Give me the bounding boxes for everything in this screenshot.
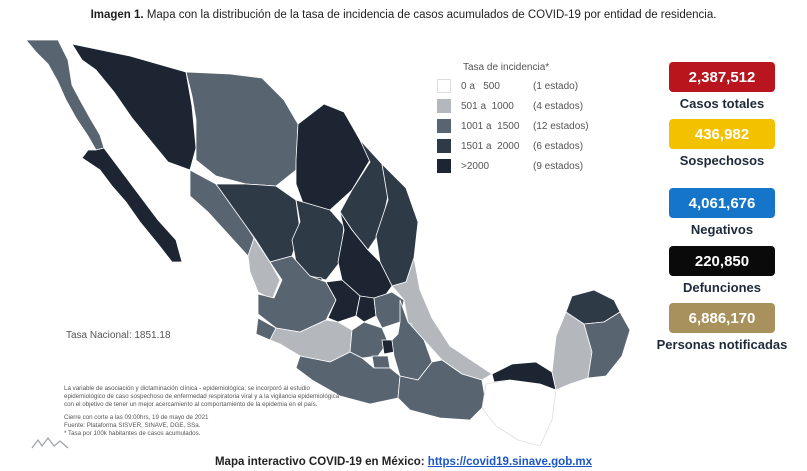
legend-title: Tasa de incidencia*: [463, 62, 550, 73]
mexico-map: [25, 39, 631, 447]
state-baja-california-sur[interactable]: [81, 147, 183, 263]
ssa-logo-icon: [31, 437, 69, 449]
state-oaxaca[interactable]: [397, 359, 487, 421]
caption-label: Imagen 1.: [90, 9, 144, 21]
legend-count: (6 estados): [533, 140, 584, 152]
stat-casos-totales: 2,387,512 Casos totales: [642, 62, 802, 111]
note-line: * Tasa por 100k habitantes de casos acum…: [64, 430, 201, 437]
map-legend: Tasa de incidencia* 0 a 500 (1 estado) 5…: [437, 62, 607, 176]
state-chihuahua[interactable]: [185, 71, 299, 187]
stat-value: 220,850: [669, 246, 775, 276]
legend-swatch: [437, 119, 451, 133]
stat-value: 4,061,676: [669, 188, 775, 218]
stat-sospechosos: 436,982 Sospechosos: [642, 119, 802, 168]
legend-range: 501 a 1000: [461, 100, 514, 112]
stat-personas-notificadas: 6,886,170 Personas notificadas: [642, 303, 802, 352]
legend-item: 1001 a 1500 (12 estados): [437, 116, 607, 136]
note-line: Fuente: Plataforma SISVER, SINAVE, DGE, …: [64, 422, 201, 429]
stat-negativos: 4,061,676 Negativos: [642, 188, 802, 237]
footer-text: Mapa interactivo COVID-19 en México:: [214, 456, 425, 468]
legend-swatch: [437, 159, 451, 173]
legend-swatch: [437, 79, 451, 93]
legend-count: (12 estados): [533, 120, 589, 132]
legend-range: 0 a 500: [461, 80, 500, 92]
footer: Mapa interactivo COVID-19 en México: htt…: [0, 456, 807, 468]
note-line: con el objetivo de tener un mejor acerca…: [64, 401, 318, 408]
stat-label: Casos totales: [679, 96, 765, 111]
stat-defunciones: 220,850 Defunciones: [642, 246, 802, 295]
footnotes: La variable de asociación y dictaminació…: [64, 385, 394, 438]
legend-item: >2000 (9 estados): [437, 156, 607, 176]
legend-item: 501 a 1000 (4 estados): [437, 96, 607, 116]
note-line: Cierre con corte a las 09:00hrs, 19 de m…: [64, 414, 209, 421]
legend-range: >2000: [461, 160, 490, 172]
state-chiapas[interactable]: [481, 379, 557, 447]
stat-value: 6,886,170: [669, 303, 775, 333]
legend-item: 0 a 500 (1 estado): [437, 76, 607, 96]
legend-range: 1001 a 1500: [461, 120, 520, 132]
legend-count: (9 estados): [533, 160, 584, 172]
state-morelos[interactable]: [371, 355, 391, 369]
national-rate: Tasa Nacional: 1851.18: [66, 330, 171, 341]
note-line: epidemiológico de caso sospechoso de enf…: [64, 393, 340, 400]
legend-count: (4 estados): [533, 100, 584, 112]
legend-swatch: [437, 139, 451, 153]
stat-label: Personas notificadas: [656, 337, 788, 352]
legend-count: (1 estado): [533, 80, 579, 92]
stat-label: Negativos: [690, 222, 754, 237]
note-line: La variable de asociación y dictaminació…: [64, 385, 310, 392]
stat-value: 2,387,512: [669, 62, 775, 92]
footer-link[interactable]: https://covid19.sinave.gob.mx: [427, 456, 593, 468]
legend-range: 1501 a 2000: [461, 140, 520, 152]
legend-swatch: [437, 99, 451, 113]
state-guanajuato[interactable]: [325, 279, 361, 323]
map-caption: Imagen 1. Mapa con la distribución de la…: [0, 9, 807, 21]
stat-label: Sospechosos: [679, 153, 765, 168]
legend-item: 1501 a 2000 (6 estados): [437, 136, 607, 156]
state-queretaro[interactable]: [355, 295, 377, 323]
stat-value: 436,982: [669, 119, 775, 149]
state-quintana-roo[interactable]: [583, 311, 631, 379]
stat-label: Defunciones: [682, 280, 761, 295]
caption-text: Mapa con la distribución de la tasa de i…: [146, 9, 717, 21]
